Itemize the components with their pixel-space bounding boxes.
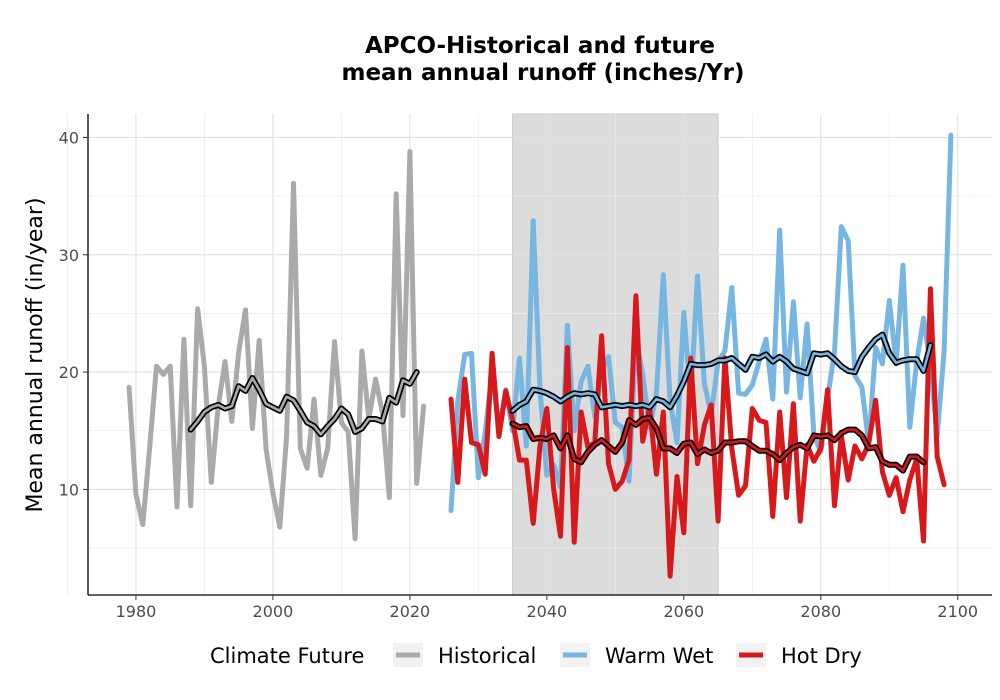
x-tick-label: 2060 bbox=[663, 602, 704, 621]
y-tick-label: 10 bbox=[59, 480, 79, 499]
legend-items: Historical Warm Wet Hot Dry bbox=[393, 643, 862, 668]
legend-label-hot-dry: Hot Dry bbox=[781, 644, 862, 668]
x-tick-label: 2020 bbox=[390, 602, 431, 621]
rolling-mean-line-hot-dry bbox=[511, 416, 925, 472]
legend: Climate Future Historical Warm Wet Hot Dry bbox=[210, 643, 862, 668]
axis-ticks: 1980 2000 2020 2040 2060 2080 2100 10 20 30 40 bbox=[59, 128, 978, 621]
legend-label-historical: Historical bbox=[438, 644, 536, 668]
y-tick-label: 30 bbox=[59, 246, 79, 265]
plot-area: 1980 2000 2020 2040 2060 2080 2100 10 20 30 40 bbox=[59, 113, 992, 621]
series-line-historical bbox=[126, 149, 427, 542]
y-axis-title: Mean annual runoff (in/year) bbox=[23, 197, 48, 512]
legend-title: Climate Future bbox=[210, 644, 364, 668]
y-tick-label: 20 bbox=[59, 363, 79, 382]
chart-title-line-1: APCO-Historical and future bbox=[365, 33, 715, 59]
legend-label-warm-wet: Warm Wet bbox=[605, 644, 713, 668]
x-tick-label: 2080 bbox=[800, 602, 841, 621]
x-tick-label: 1980 bbox=[116, 602, 157, 621]
x-tick-label: 2100 bbox=[937, 602, 978, 621]
y-tick-label: 40 bbox=[59, 128, 79, 147]
rolling-mean-line-historical bbox=[189, 370, 419, 436]
series-lines bbox=[126, 132, 954, 579]
x-tick-label: 2000 bbox=[253, 602, 294, 621]
series-line-hot-dry bbox=[448, 286, 947, 579]
rolling-mean-line-warm-wet bbox=[511, 333, 932, 413]
x-tick-label: 2040 bbox=[526, 602, 567, 621]
series-line-warm-wet bbox=[448, 132, 954, 513]
chart-title-line-2: mean annual runoff (inches/Yr) bbox=[341, 60, 744, 86]
